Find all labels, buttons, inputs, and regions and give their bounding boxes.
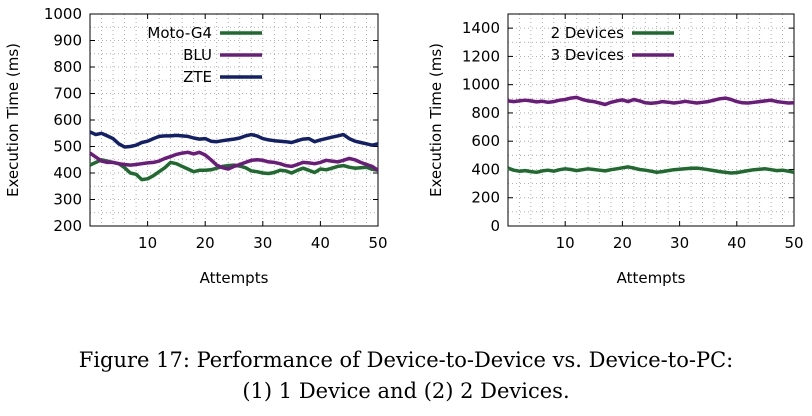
x-axis-label: Attempts — [200, 269, 269, 287]
x-tick-label: 30 — [253, 234, 272, 252]
x-tick-label: 30 — [670, 234, 689, 252]
y-tick-label: 600 — [53, 111, 82, 129]
y-tick-label: 200 — [471, 189, 500, 207]
x-tick-label: 50 — [784, 234, 803, 252]
legend-label: 2 Devices — [551, 24, 625, 42]
caption-line-1: Figure 17: Performance of Device-to-Devi… — [78, 348, 734, 372]
y-axis-label: Execution Time (ms) — [427, 43, 445, 197]
series-line-2-devices — [507, 165, 795, 175]
grid — [90, 14, 378, 226]
series-line-zte — [89, 130, 379, 149]
grid — [508, 14, 794, 226]
y-tick-label: 0 — [490, 217, 500, 235]
legend-label: BLU — [183, 46, 212, 64]
x-axis-label: Attempts — [617, 269, 686, 287]
caption-line-2: (1) 1 Device and (2) 2 Devices. — [242, 379, 570, 403]
y-tick-label: 400 — [53, 164, 82, 182]
x-tick-label: 40 — [727, 234, 746, 252]
x-tick-label: 10 — [556, 234, 575, 252]
chart-2: 0 200 400 600 800 1000 1200 1400 10 20 30 40 50 Attem… — [427, 13, 804, 287]
x-tick-label: 20 — [196, 234, 215, 252]
y-tick-label: 1000 — [44, 5, 82, 23]
y-tick-label: 1200 — [462, 47, 500, 65]
series-line-blu — [89, 150, 379, 172]
figure-caption: Figure 17: Performance of Device-to-Devi… — [0, 345, 812, 407]
x-tick-label: 50 — [368, 234, 387, 252]
y-tick-label: 400 — [471, 160, 500, 178]
y-axis-label: Execution Time (ms) — [4, 43, 22, 197]
y-tick-label: 200 — [53, 217, 82, 235]
legend-label: ZTE — [183, 68, 212, 86]
y-tick-label: 800 — [471, 104, 500, 122]
y-tick-label: 1400 — [462, 19, 500, 37]
chart-1: 200 300 400 500 600 700 800 900 1000 10 20 30 40 50 At… — [4, 5, 388, 287]
plot-frame — [507, 13, 795, 227]
x-tick-label: 20 — [613, 234, 632, 252]
x-tick-label: 40 — [311, 234, 330, 252]
legend-label: 3 Devices — [551, 46, 625, 64]
y-tick-label: 500 — [53, 138, 82, 156]
y-tick-label: 800 — [53, 58, 82, 76]
y-tick-label: 700 — [53, 85, 82, 103]
legend-label: Moto-G4 — [147, 24, 212, 42]
y-tick-label: 600 — [471, 132, 500, 150]
y-tick-label: 900 — [53, 32, 82, 50]
x-tick-label: 10 — [138, 234, 157, 252]
y-tick-label: 1000 — [462, 76, 500, 94]
y-tick-label: 300 — [53, 191, 82, 209]
series-line-3-devices — [507, 95, 795, 107]
